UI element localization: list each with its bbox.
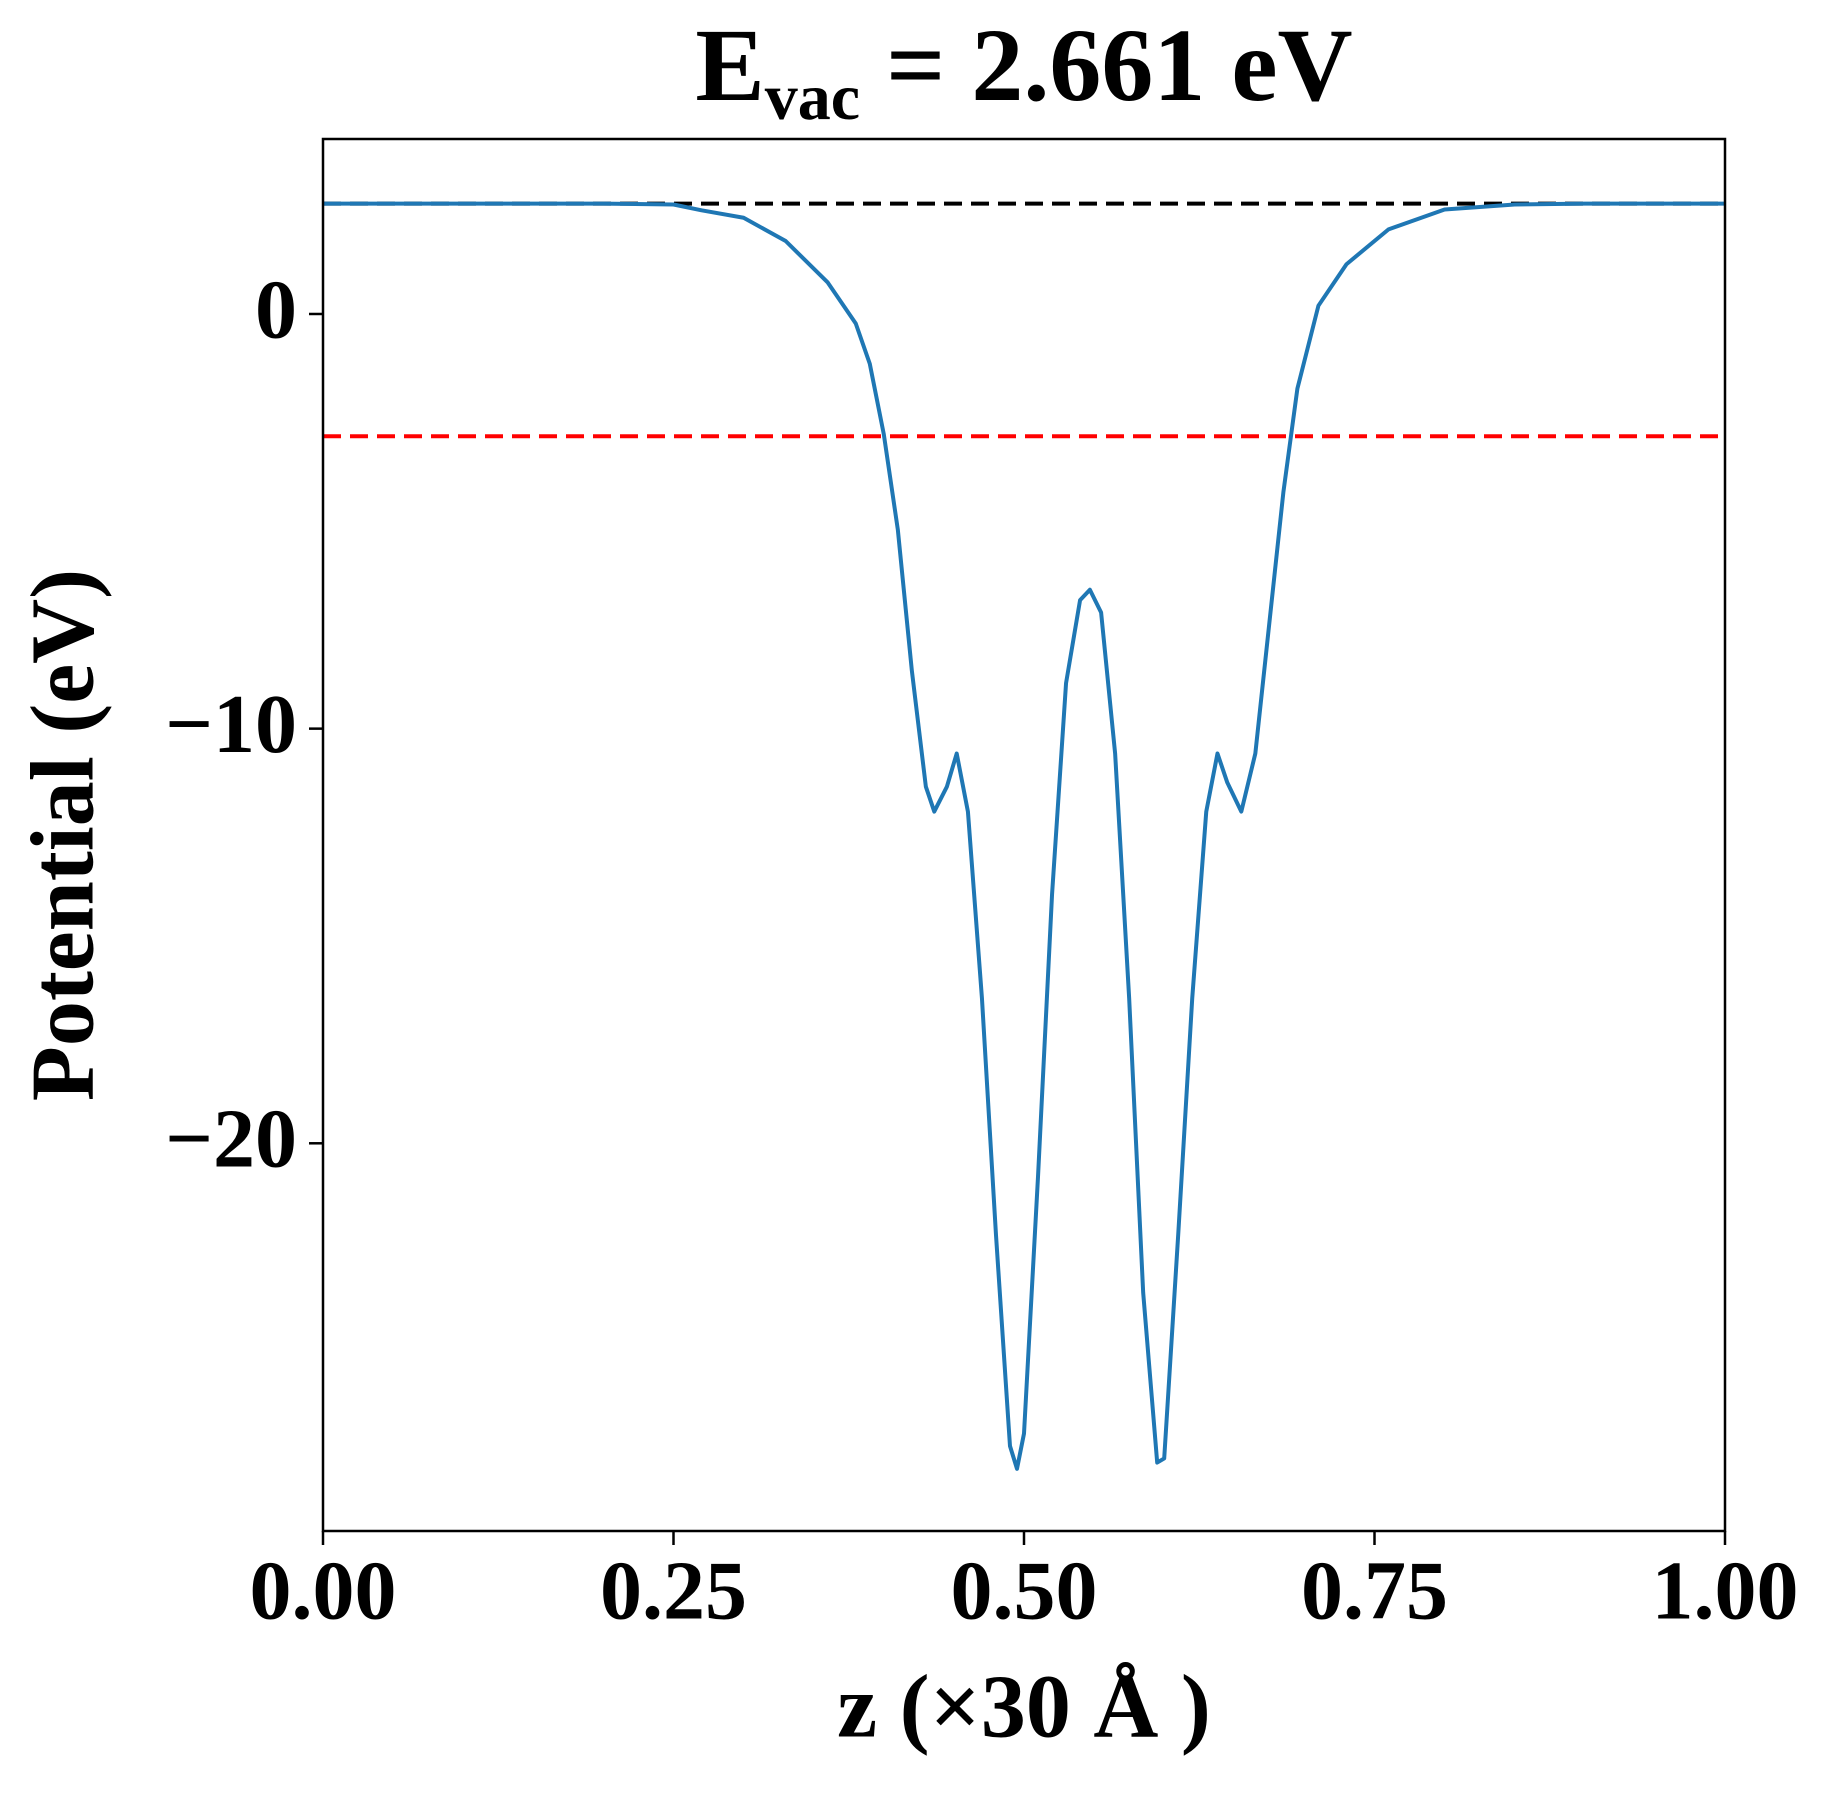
x-tick-label: 0.50 (951, 1544, 1098, 1637)
plot-frame (321, 137, 1727, 1533)
title-subscript: vac (765, 61, 860, 134)
y-axis-label: Potential (eV) (14, 569, 113, 1101)
chart-title: Evac = 2.661 eV (695, 8, 1352, 134)
y-tick-label: −20 (165, 1093, 297, 1186)
y-tick-label: −10 (165, 678, 297, 771)
x-tick-label: 0.75 (1301, 1544, 1448, 1637)
x-tick-label: 0.25 (600, 1544, 747, 1637)
title-rest: = 2.661 eV (860, 8, 1353, 123)
x-axis-label: z (×30 Å ) (837, 1658, 1211, 1757)
title-main: E (695, 8, 764, 123)
y-tick-label: 0 (255, 263, 297, 356)
x-tick-label: 0.00 (250, 1544, 397, 1637)
x-tick-label: 1.00 (1652, 1544, 1799, 1637)
line-series (323, 201, 1725, 1471)
